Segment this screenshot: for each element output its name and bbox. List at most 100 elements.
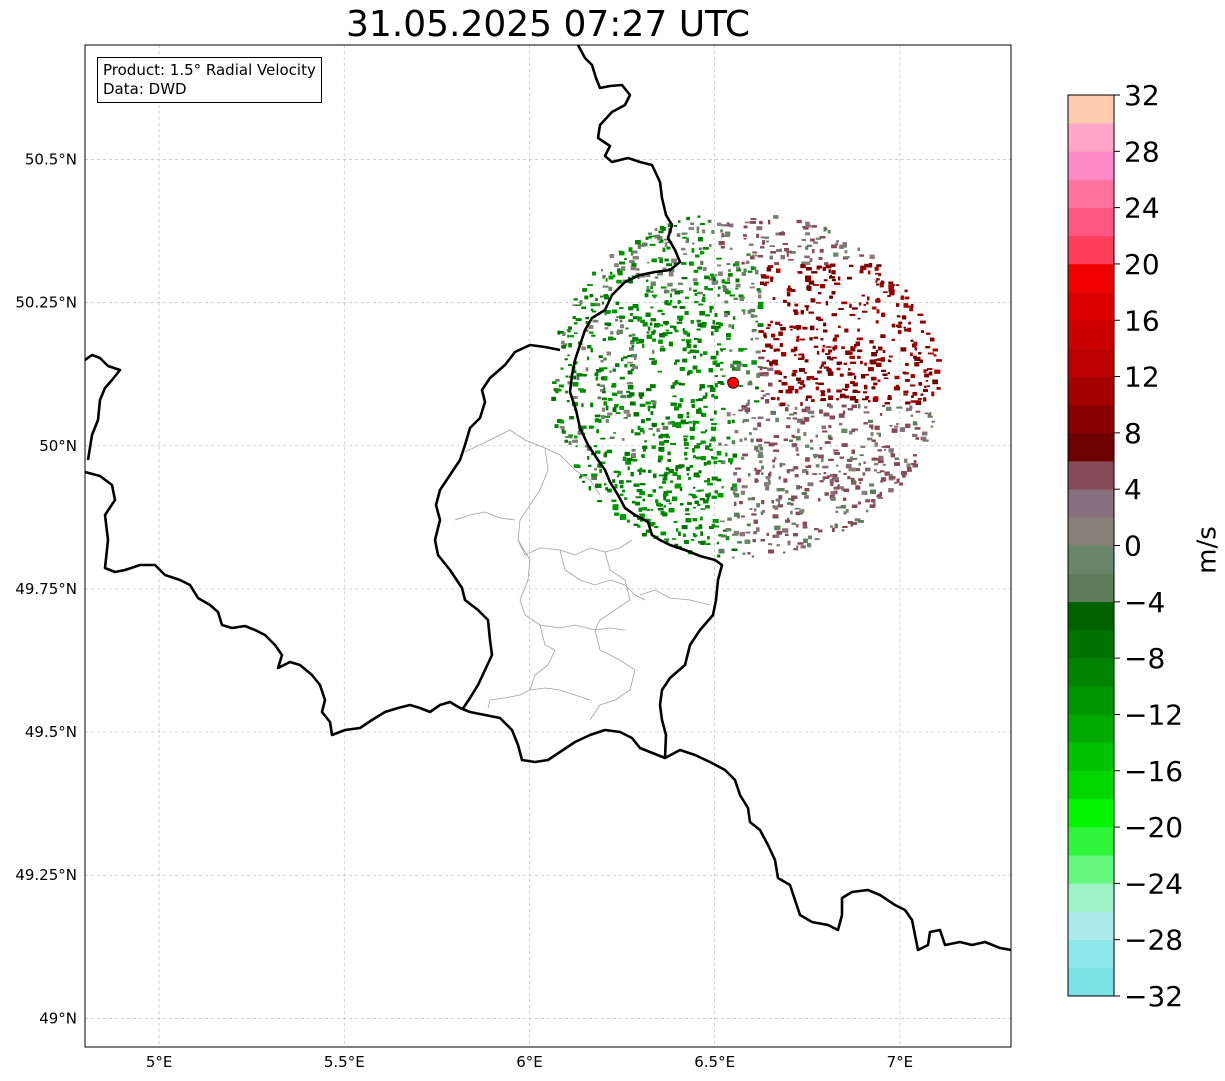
radar-echo-pixel	[786, 517, 790, 520]
radar-echo-pixel	[676, 233, 681, 237]
radar-echo-pixel	[594, 414, 601, 418]
radar-echo-pixel	[754, 478, 758, 483]
radar-echo-pixel	[814, 455, 817, 459]
radar-echo-pixel	[569, 416, 574, 420]
radar-echo-pixel	[910, 384, 916, 387]
radar-echo-pixel	[690, 539, 695, 541]
radar-echo-pixel	[604, 322, 610, 326]
radar-echo-pixel	[744, 437, 747, 441]
radar-echo-pixel	[670, 288, 677, 292]
radar-echo-pixel	[786, 469, 790, 474]
radar-echo-pixel	[767, 478, 770, 481]
radar-echo-pixel	[887, 407, 890, 409]
radar-echo-pixel	[639, 274, 646, 278]
radar-echo-pixel	[766, 267, 772, 272]
radar-echo-pixel	[693, 534, 698, 537]
radar-echo-pixel	[794, 406, 798, 410]
radar-echo-pixel	[825, 346, 832, 348]
radar-echo-pixel	[780, 327, 786, 331]
radar-echo-pixel	[813, 345, 819, 348]
radar-echo-pixel	[860, 360, 863, 365]
radar-echo-pixel	[856, 337, 863, 341]
radar-echo-pixel	[904, 289, 908, 293]
radar-echo-pixel	[931, 391, 935, 397]
radar-echo-pixel	[917, 313, 924, 316]
radar-echo-pixel	[750, 438, 754, 443]
radar-echo-pixel	[658, 447, 665, 452]
radar-echo-pixel	[887, 397, 892, 400]
radar-echo-pixel	[658, 486, 663, 489]
radar-echo-pixel	[614, 405, 618, 408]
radar-echo-pixel	[750, 218, 757, 220]
radar-echo-pixel	[818, 382, 824, 385]
colorbar-segment	[1068, 601, 1114, 631]
radar-echo-pixel	[685, 518, 692, 523]
radar-echo-pixel	[843, 488, 850, 492]
radar-echo-pixel	[874, 442, 878, 447]
radar-echo-pixel	[882, 373, 888, 376]
radar-echo-pixel	[881, 312, 886, 317]
latitude-tick-labels: 49°N49.25°N49.5°N49.75°N50°N50.25°N50.5°…	[15, 151, 77, 1028]
radar-echo-pixel	[609, 370, 612, 373]
radar-echo-pixel	[886, 406, 892, 411]
radar-echo-pixel	[718, 286, 721, 290]
radar-echo-pixel	[648, 409, 650, 412]
radar-echo-pixel	[662, 477, 668, 481]
radar-echo-pixel	[692, 278, 698, 282]
radar-echo-pixel	[811, 271, 818, 274]
radar-echo-pixel	[649, 235, 655, 238]
radar-echo-pixel	[654, 323, 660, 328]
radar-echo-pixel	[735, 283, 741, 288]
radar-echo-pixel	[813, 241, 818, 244]
radar-echo-pixel	[637, 524, 641, 528]
radar-echo-pixel	[829, 415, 835, 420]
radar-echo-pixel	[695, 399, 698, 402]
radar-echo-pixel	[710, 418, 714, 421]
radar-echo-pixel	[806, 395, 812, 399]
radar-echo-pixel	[805, 457, 810, 462]
radar-echo-pixel	[755, 471, 760, 475]
radar-echo-pixel	[701, 540, 706, 544]
radar-echo-pixel	[770, 320, 773, 324]
colorbar-tick-label: −4	[1124, 586, 1165, 619]
admin-boundaries	[454, 429, 711, 721]
radar-echo-pixel	[922, 439, 929, 442]
radar-echo-pixel	[850, 347, 856, 352]
radar-echo-pixel	[589, 331, 594, 334]
radar-echo-pixel	[645, 236, 649, 240]
radar-echo-pixel	[619, 406, 624, 410]
radar-echo-pixel	[786, 250, 792, 253]
radar-echo-pixel	[818, 292, 822, 295]
radar-echo-pixel	[642, 322, 648, 327]
radar-echo-pixel	[721, 407, 726, 410]
radar-echo-pixel	[725, 290, 731, 295]
radar-echo-pixel	[772, 359, 778, 364]
map-border	[84, 44, 1012, 1048]
radar-echo-pixel	[663, 496, 666, 501]
radar-echo-pixel	[806, 407, 810, 413]
radar-echo-pixel	[766, 240, 769, 243]
radar-echo-pixel	[786, 389, 793, 394]
radar-echo-pixel	[572, 396, 578, 399]
radar-echo-pixel	[733, 501, 737, 507]
radar-echo-pixel	[640, 519, 643, 522]
radar-echo-pixel	[850, 456, 853, 461]
radar-echo-pixel	[580, 425, 587, 429]
radar-echo-pixel	[867, 437, 873, 441]
radar-echo-pixel	[631, 448, 636, 452]
lat-tick-label: 50°N	[39, 437, 77, 455]
radar-echo-pixel	[787, 285, 791, 289]
radar-echo-pixel	[652, 489, 656, 493]
radar-echo-pixel	[900, 295, 904, 300]
radar-echo-pixel	[815, 237, 821, 240]
radar-echo-pixel	[798, 386, 803, 390]
radar-echo-pixel	[590, 348, 593, 353]
colorbar-tick-label: −32	[1124, 980, 1183, 1013]
radar-echo-pixel	[877, 497, 883, 499]
radar-echo-pixel	[846, 458, 853, 462]
radar-echo-pixel	[858, 520, 864, 523]
radar-echo-pixel	[796, 339, 800, 342]
radar-echo-pixel	[692, 365, 698, 370]
radar-echo-pixel	[882, 350, 886, 353]
radar-echo-pixel	[655, 499, 659, 503]
